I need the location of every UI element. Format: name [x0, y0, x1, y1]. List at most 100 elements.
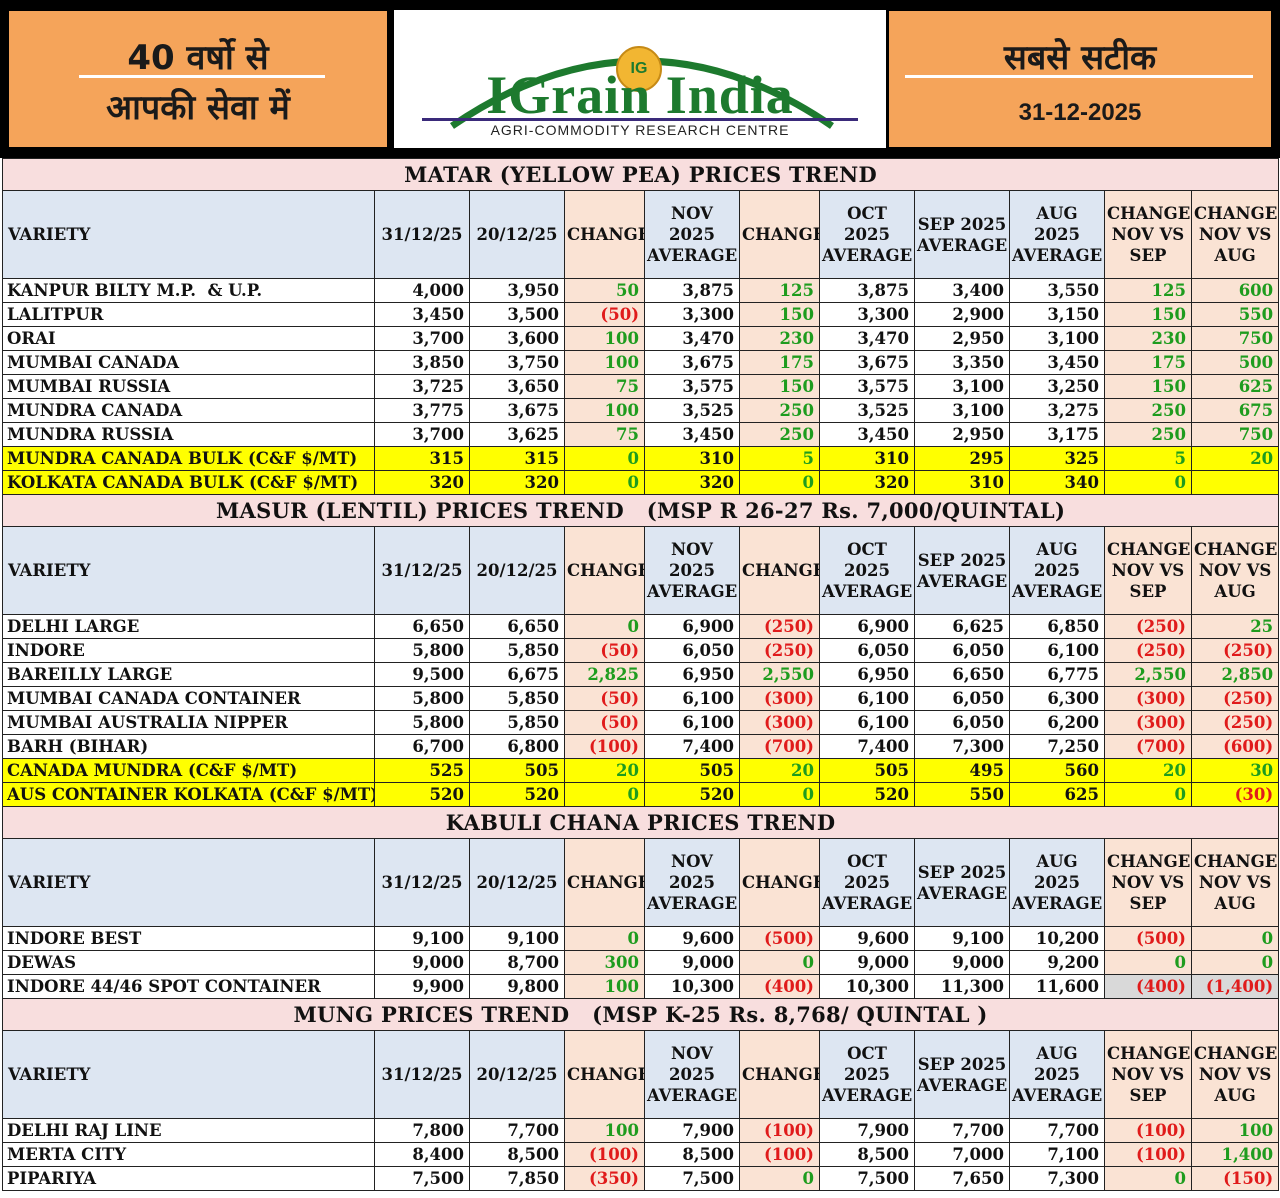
price-cell: 3,575: [819, 374, 915, 399]
section-title: MATAR (YELLOW PEA) PRICES TREND: [1, 158, 1280, 191]
price-cell: 310: [644, 446, 740, 471]
column-header: CHANGE NOV VS AUG: [1190, 838, 1280, 927]
price-cell: 3,250: [1009, 374, 1105, 399]
table-row: LALITPUR 3,450 3,500 (50) 3,300 150 3,300 2,900…: [2, 302, 1280, 327]
column-header: 20/12/25: [469, 190, 565, 279]
change-cell: (600): [1190, 734, 1280, 759]
price-cell: 3,775: [374, 398, 470, 423]
price-cell: 3,300: [819, 302, 915, 327]
table-row: BARH (BIHAR) 6,700 6,800 (100) 7,400 (700) 7,4…: [2, 734, 1280, 759]
price-cell: 6,900: [819, 614, 915, 639]
column-header: CHANGE: [739, 838, 820, 927]
column-header: CHANGE: [739, 190, 820, 279]
price-cell: 10,300: [644, 974, 740, 999]
price-cell: 505: [819, 758, 915, 783]
change-cell: 0: [564, 470, 645, 495]
column-header: 20/12/25: [469, 526, 565, 615]
change-cell: 230: [739, 326, 820, 351]
variety-name: MERTA CITY: [2, 1142, 375, 1167]
column-header: CHANGE NOV VS SEP: [1104, 190, 1192, 279]
price-cell: 9,000: [374, 950, 470, 975]
table-row: DELHI LARGE 6,650 6,650 0 6,900 (250) 6,900 6,6…: [2, 614, 1280, 639]
section-title: MUNG PRICES TREND (MSP K-25 Rs. 8,768/ Q…: [1, 998, 1280, 1031]
change-cell: 750: [1190, 326, 1280, 351]
price-cell: 10,300: [819, 974, 915, 999]
price-cell: 6,650: [469, 614, 565, 639]
variety-name: MUMBAI CANADA CONTAINER: [2, 686, 375, 711]
price-cell: 6,200: [1009, 710, 1105, 735]
price-cell: 11,300: [914, 974, 1010, 999]
change-cell: 0: [564, 446, 645, 471]
price-cell: 320: [374, 470, 470, 495]
column-header: OCT 2025 AVERAGE: [819, 838, 915, 927]
variety-name: BARH (BIHAR): [2, 734, 375, 759]
tagline-accurate: सबसे सटीक: [1003, 38, 1157, 78]
variety-name: BAREILLY LARGE: [2, 662, 375, 687]
table-row: INDORE BEST 9,100 9,100 0 9,600 (500) 9,600 9,1…: [2, 926, 1280, 951]
price-cell: 3,725: [374, 374, 470, 399]
price-cell: 560: [1009, 758, 1105, 783]
column-header: 31/12/25: [374, 1030, 470, 1119]
column-header: SEP 2025 AVERAGE: [914, 526, 1010, 615]
change-cell: 0: [1104, 470, 1192, 495]
price-cell: 9,600: [819, 926, 915, 951]
change-cell: (700): [1104, 734, 1192, 759]
price-cell: 340: [1009, 470, 1105, 495]
logo-subtitle: AGRI-COMMODITY RESEARCH CENTRE: [490, 122, 790, 138]
price-cell: 325: [1009, 446, 1105, 471]
variety-name: MUNDRA CANADA: [2, 398, 375, 423]
column-header: 20/12/25: [469, 838, 565, 927]
logo: IG IGrain India AGRI-COMMODITY RESEARCH …: [394, 10, 886, 148]
change-cell: 600: [1190, 278, 1280, 303]
change-cell: 20: [1104, 758, 1192, 783]
change-cell: 100: [564, 1118, 645, 1143]
change-cell: 100: [564, 974, 645, 999]
change-cell: 125: [739, 278, 820, 303]
table-row: KOLKATA CANADA BULK (C&F $/MT) 320 320 0 320…: [2, 470, 1280, 495]
price-cell: 7,700: [469, 1118, 565, 1143]
change-cell: (250): [1190, 686, 1280, 711]
price-cell: 7,800: [374, 1118, 470, 1143]
price-cell: 5,850: [469, 686, 565, 711]
price-cell: 3,950: [469, 278, 565, 303]
variety-name: MUMBAI AUSTRALIA NIPPER: [2, 710, 375, 735]
column-header: OCT 2025 AVERAGE: [819, 1030, 915, 1119]
change-cell: (250): [1104, 614, 1192, 639]
change-cell: 175: [739, 350, 820, 375]
price-cell: 7,700: [914, 1118, 1010, 1143]
change-cell: (400): [1104, 974, 1192, 999]
price-cell: 3,450: [819, 422, 915, 447]
column-header: VARIETY: [2, 526, 375, 615]
price-cell: 7,000: [914, 1142, 1010, 1167]
change-cell: (100): [739, 1118, 820, 1143]
price-cell: 6,050: [914, 686, 1010, 711]
change-cell: (250): [1104, 638, 1192, 663]
price-cell: 3,525: [644, 398, 740, 423]
change-cell: (250): [739, 638, 820, 663]
table-row: MUMBAI AUSTRALIA NIPPER 5,800 5,850 (50) 6,1…: [2, 710, 1280, 735]
price-cell: 3,100: [1009, 326, 1105, 351]
grain-badge-icon: IG: [616, 46, 662, 92]
change-cell: 675: [1190, 398, 1280, 423]
column-header-row: VARIETY 31/12/25 20/12/25 CHANGE NOV 2025 AVER…: [2, 526, 1280, 615]
change-cell: (500): [1104, 926, 1192, 951]
report-date: 31-12-2025: [1018, 99, 1142, 126]
price-cell: 3,400: [914, 278, 1010, 303]
variety-name: ORAI: [2, 326, 375, 351]
change-cell: (500): [739, 926, 820, 951]
price-cell: 5,800: [374, 710, 470, 735]
change-cell: (150): [1190, 1166, 1280, 1191]
column-header: OCT 2025 AVERAGE: [819, 526, 915, 615]
change-cell: 100: [564, 326, 645, 351]
change-cell: 2,550: [739, 662, 820, 687]
change-cell: (50): [564, 302, 645, 327]
change-cell: (250): [1190, 710, 1280, 735]
change-cell: (250): [1190, 638, 1280, 663]
price-cell: 2,950: [914, 422, 1010, 447]
price-cell: 7,400: [819, 734, 915, 759]
price-cell: 6,950: [819, 662, 915, 687]
price-cell: 3,525: [819, 398, 915, 423]
price-cell: 7,250: [1009, 734, 1105, 759]
change-cell: 0: [739, 950, 820, 975]
